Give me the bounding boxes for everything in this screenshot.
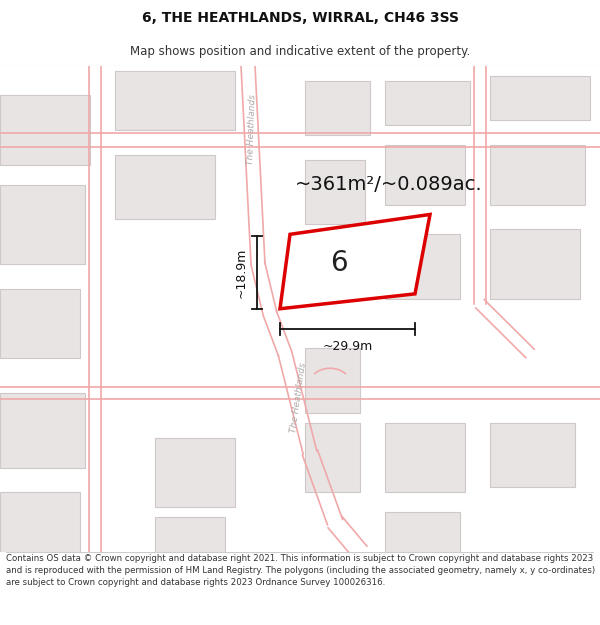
Bar — [0, 96, 90, 165]
Bar — [0, 393, 85, 468]
Bar — [385, 423, 465, 493]
Text: Map shows position and indicative extent of the property.: Map shows position and indicative extent… — [130, 45, 470, 58]
Bar — [490, 229, 580, 299]
Bar — [115, 155, 215, 219]
Polygon shape — [280, 214, 430, 309]
Bar — [490, 76, 590, 120]
Bar — [305, 81, 370, 135]
Bar — [155, 517, 225, 552]
Bar — [0, 492, 80, 552]
Text: ~18.9m: ~18.9m — [235, 248, 248, 298]
Bar — [490, 423, 575, 488]
Text: Contains OS data © Crown copyright and database right 2021. This information is : Contains OS data © Crown copyright and d… — [6, 554, 595, 587]
Bar — [305, 349, 360, 413]
Text: The Heathlands: The Heathlands — [289, 361, 307, 432]
Bar — [305, 160, 365, 224]
Text: ~29.9m: ~29.9m — [322, 340, 373, 353]
Bar — [115, 71, 235, 130]
Bar — [0, 185, 85, 264]
Bar — [0, 289, 80, 358]
Text: 6, THE HEATHLANDS, WIRRAL, CH46 3SS: 6, THE HEATHLANDS, WIRRAL, CH46 3SS — [142, 11, 458, 26]
Bar — [385, 81, 470, 125]
Bar — [385, 512, 460, 552]
Bar — [490, 145, 585, 204]
Text: The Heathlands: The Heathlands — [246, 94, 258, 165]
Bar — [155, 438, 235, 508]
Bar — [305, 423, 360, 493]
Bar — [385, 234, 460, 299]
Text: ~361m²/~0.089ac.: ~361m²/~0.089ac. — [295, 175, 482, 194]
Text: 6: 6 — [330, 249, 347, 277]
Bar — [385, 145, 465, 204]
